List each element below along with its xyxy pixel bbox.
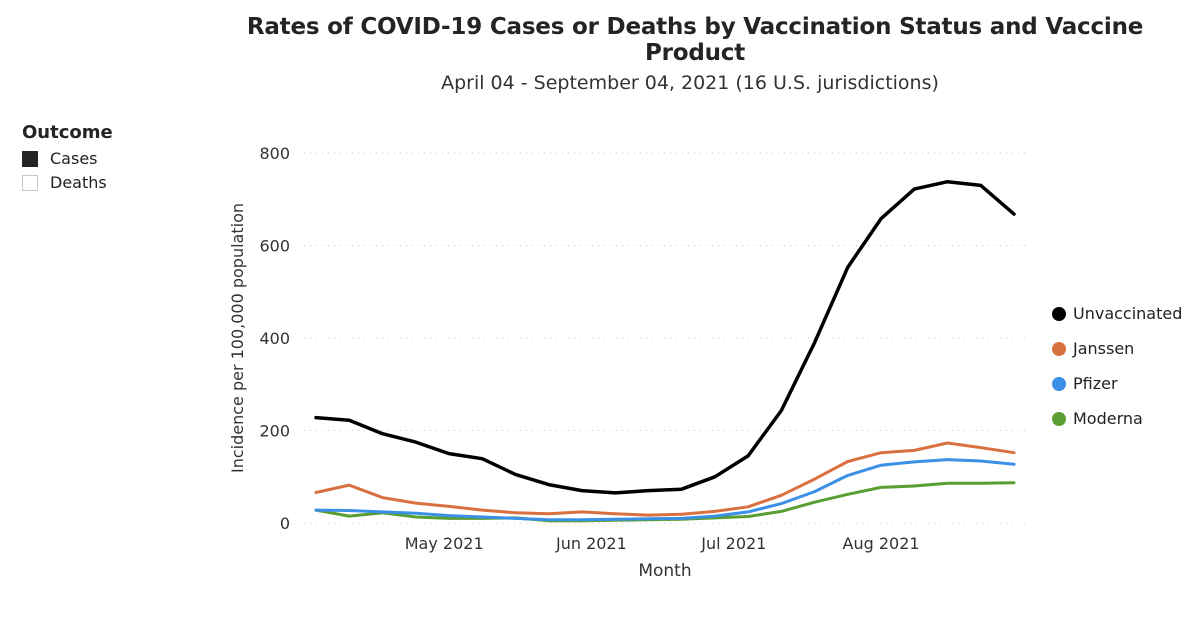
legend-dot <box>1052 376 1066 391</box>
x-axis-label: Month <box>638 561 691 581</box>
y-tick-label: 0 <box>280 514 290 533</box>
legend-label: Pfizer <box>1073 374 1118 393</box>
legend-item-pfizer[interactable]: Pfizer <box>1052 366 1182 401</box>
legend-dot <box>1052 306 1066 321</box>
legend-item-moderna[interactable]: Moderna <box>1052 401 1182 436</box>
gridlines <box>304 152 1030 524</box>
series-line-pfizer <box>314 458 1016 522</box>
x-axis-ticks: May 2021 Jun 2021 Jul 2021 Aug 2021 <box>405 534 920 553</box>
series-lines <box>314 179 1016 523</box>
series-line-unvaccinated <box>314 179 1016 495</box>
y-tick-label: 800 <box>259 144 290 163</box>
legend-label: Janssen <box>1073 339 1135 358</box>
outcome-option-label: Cases <box>50 149 98 168</box>
outcome-filter-title: Outcome <box>22 122 113 143</box>
legend-label: Moderna <box>1073 409 1143 428</box>
legend-item-unvaccinated[interactable]: Unvaccinated <box>1052 296 1182 331</box>
series-line-janssen <box>314 441 1016 517</box>
x-tick-label: Jun 2021 <box>555 534 627 553</box>
unchecked-square-icon <box>22 174 38 191</box>
outcome-option-label: Deaths <box>50 173 107 192</box>
series-legend: Unvaccinated Janssen Pfizer Moderna <box>1052 296 1182 436</box>
x-tick-label: May 2021 <box>405 534 484 553</box>
x-tick-label: Jul 2021 <box>700 534 766 553</box>
legend-dot <box>1052 341 1066 356</box>
outcome-option-deaths[interactable]: Deaths <box>22 173 113 192</box>
y-tick-label: 600 <box>259 237 290 256</box>
outcome-filter: Outcome Cases Deaths <box>22 122 113 197</box>
y-tick-label: 400 <box>259 329 290 348</box>
chart-title: Rates of COVID-19 Cases or Deaths by Vac… <box>246 14 1144 66</box>
legend-item-janssen[interactable]: Janssen <box>1052 331 1182 366</box>
legend-label: Unvaccinated <box>1073 304 1183 323</box>
legend-dot <box>1052 411 1066 426</box>
y-axis-ticks: 0 200 400 600 800 <box>259 144 290 533</box>
y-axis-label: Incidence per 100,000 population <box>228 203 247 473</box>
y-tick-label: 200 <box>259 422 290 441</box>
x-tick-label: Aug 2021 <box>843 534 920 553</box>
checked-square-icon <box>22 150 38 167</box>
chart-subtitle: April 04 - September 04, 2021 (16 U.S. j… <box>441 72 939 94</box>
outcome-option-cases[interactable]: Cases <box>22 149 113 168</box>
